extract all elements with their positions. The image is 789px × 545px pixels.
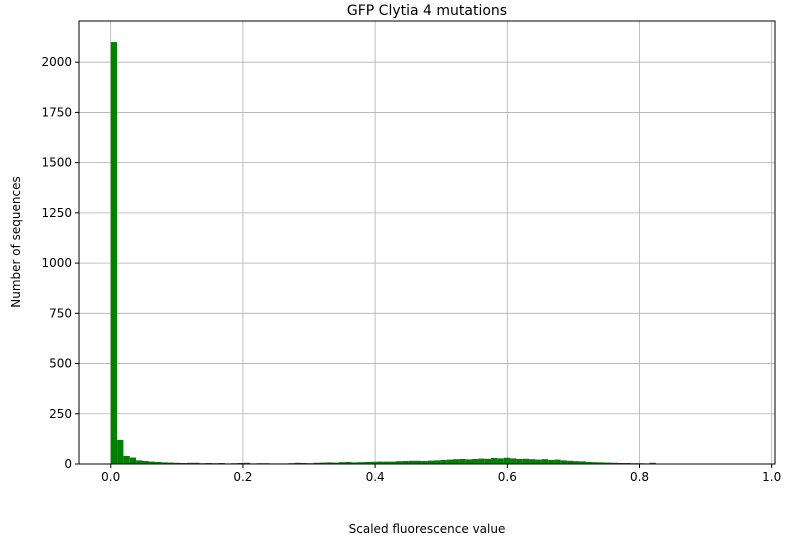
histogram-bar [193, 462, 200, 464]
y-tick-label: 2000 [41, 55, 72, 69]
y-axis-label: Number of sequences [9, 176, 23, 307]
histogram-bar [605, 462, 612, 464]
y-tick-label: 1250 [41, 206, 72, 220]
x-tick-label: 0.8 [630, 470, 649, 484]
y-tick-label: 1500 [41, 156, 72, 170]
histogram-bar [592, 462, 599, 464]
x-tick-label: 0.6 [498, 470, 517, 484]
histogram-bar [586, 461, 593, 464]
histogram-bar [465, 459, 473, 464]
histogram-bar [364, 461, 371, 464]
histogram-bar [453, 459, 460, 464]
histogram-bar [110, 42, 118, 464]
histogram-bar [541, 459, 549, 464]
histogram-bar [123, 455, 130, 464]
histogram-bar [180, 462, 187, 464]
histogram-bar [516, 458, 523, 464]
histogram-bar [548, 459, 555, 464]
histogram-bar [421, 460, 428, 464]
x-axis-label: Scaled fluorescence value [349, 522, 506, 536]
histogram-bar [174, 462, 181, 464]
histogram-bar [313, 462, 320, 464]
histogram-bar [345, 461, 352, 464]
y-tick-label: 250 [49, 407, 72, 421]
histogram-bar [243, 462, 251, 464]
histogram-bar [237, 462, 244, 464]
histogram-bar [351, 462, 358, 464]
histogram-bar [142, 460, 149, 464]
histogram-bar [129, 457, 137, 464]
plot-area-frame [78, 20, 776, 465]
histogram-bar [579, 461, 587, 464]
histogram-bar [433, 460, 441, 464]
histogram-bar [389, 461, 396, 464]
y-axis-ticks: 0 250 500 750 1000 1250 1500 1750 2000 [41, 55, 79, 471]
x-tick-label: 0.4 [366, 470, 385, 484]
histogram-bar [218, 462, 225, 464]
histogram-bar [161, 462, 168, 464]
histogram-bar [617, 462, 625, 464]
histogram-bar [326, 462, 333, 464]
histogram-bar [395, 461, 403, 464]
histogram-bar [155, 461, 162, 464]
histogram-bar [484, 458, 492, 464]
histogram-bar [560, 460, 568, 464]
histogram-bar [205, 462, 213, 464]
histogram-bar [554, 459, 561, 464]
y-tick-label: 1000 [41, 256, 72, 270]
histogram-bar [573, 461, 580, 464]
histogram-bar [478, 458, 485, 464]
histogram-bar [148, 461, 156, 464]
x-axis-ticks: 0.0 0.2 0.4 0.6 0.8 1.0 [101, 464, 781, 484]
x-tick-label: 1.0 [762, 470, 781, 484]
histogram-bar [167, 462, 175, 464]
histogram-bar [383, 461, 390, 464]
histogram-bar [459, 458, 466, 464]
y-tick-label: 750 [49, 306, 72, 320]
histogram-bar [491, 457, 498, 464]
histogram-bar [567, 460, 574, 464]
histogram-bar [117, 439, 124, 464]
histogram-bar [598, 462, 606, 464]
histogram-bar [319, 462, 327, 464]
histogram-bar [376, 461, 384, 464]
histogram-bar [427, 460, 434, 464]
histogram-bar [497, 458, 504, 464]
y-tick-label: 500 [49, 357, 72, 371]
y-tick-label: 1750 [41, 105, 72, 119]
chart-title: GFP Clytia 4 mutations [347, 3, 507, 19]
histogram-bar [294, 462, 301, 464]
x-tick-label: 0.2 [233, 470, 252, 484]
histogram-bar [338, 462, 346, 464]
histogram-bar [611, 462, 618, 464]
histogram-bar [414, 460, 422, 464]
histogram-bar [300, 462, 308, 464]
grid-lines [79, 21, 775, 465]
histogram-bar [136, 460, 143, 464]
histogram-bar [472, 458, 479, 464]
histogram-bar [529, 459, 536, 464]
histogram-bars [110, 42, 745, 464]
x-tick-label: 0.0 [101, 470, 120, 484]
histogram-bar [522, 458, 530, 464]
histogram-bar [446, 459, 454, 464]
histogram-bar [624, 462, 631, 464]
histogram-bar [510, 458, 517, 464]
y-tick-label: 0 [64, 457, 72, 471]
histogram-bar [357, 462, 365, 464]
histogram-bar [332, 462, 339, 464]
histogram-bar [649, 462, 656, 464]
histogram-bar [402, 460, 409, 464]
histogram-bar [370, 461, 377, 464]
histogram-bar [535, 459, 542, 464]
histogram-bar [186, 462, 194, 464]
histogram-bar [503, 457, 511, 464]
histogram-bar [408, 460, 415, 464]
histogram-bar [440, 459, 447, 464]
